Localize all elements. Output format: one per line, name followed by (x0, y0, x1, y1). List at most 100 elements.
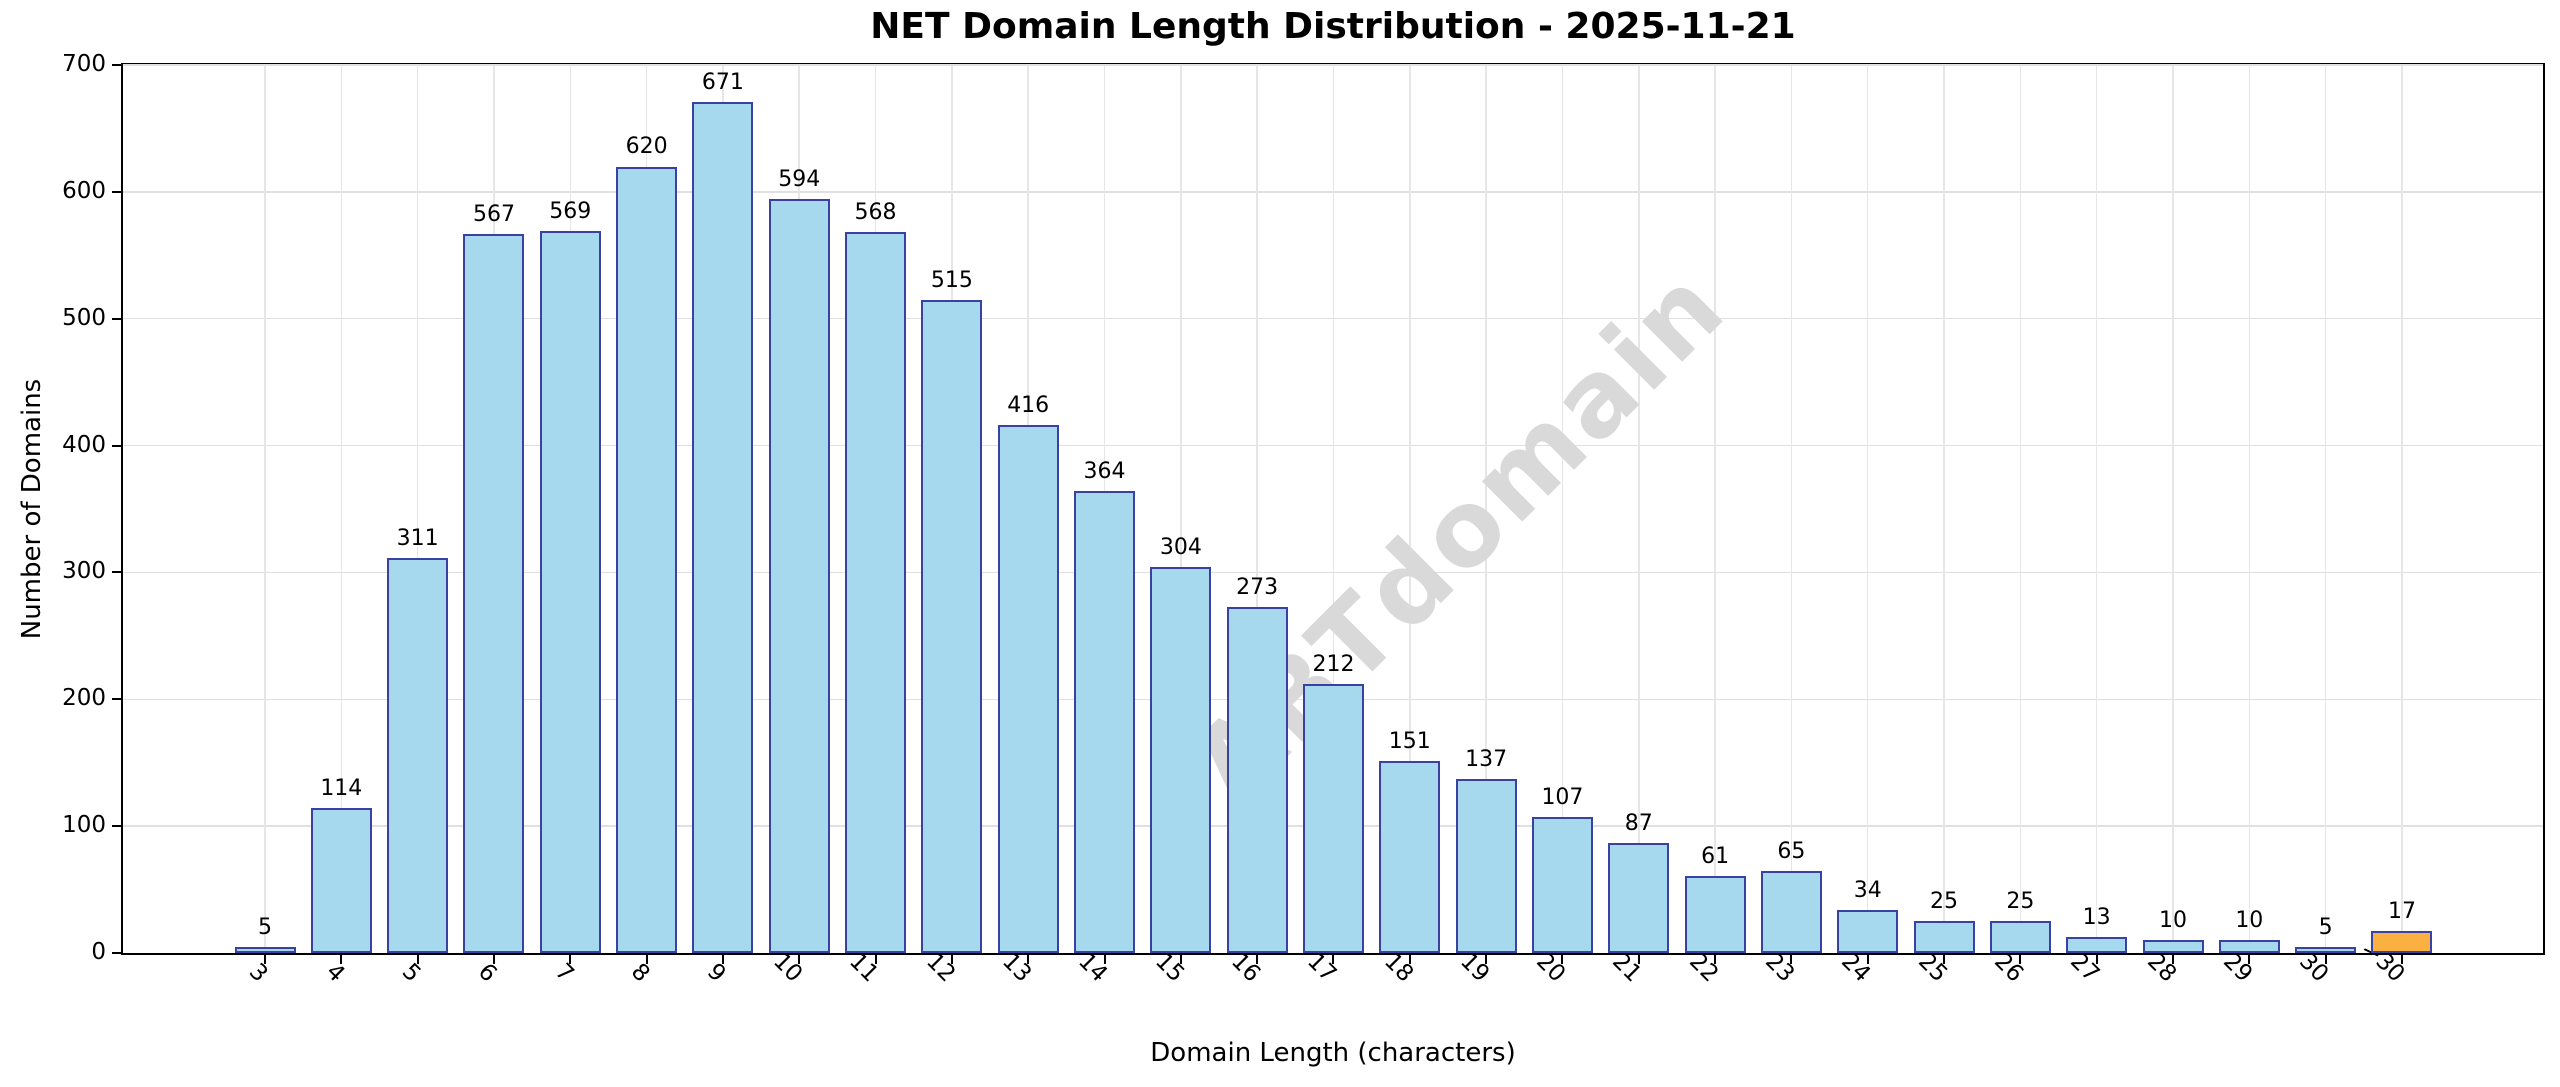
x-tick-label-anchor: 17 (1302, 948, 1341, 995)
gridline-vertical (2401, 65, 2403, 953)
y-tick-mark (112, 64, 121, 66)
x-tick-mark (2019, 955, 2022, 964)
bar-value-label: 114 (320, 776, 363, 802)
bar (1531, 817, 1593, 953)
x-tick-label-anchor: 27 (2066, 948, 2105, 995)
x-tick-label-anchor: 9 (702, 959, 731, 995)
x-tick-mark (1866, 955, 1869, 964)
bar-value-label: 25 (2006, 889, 2035, 915)
bar-value-label: 87 (1624, 810, 1653, 836)
bar-value-label: 273 (1236, 574, 1279, 600)
bar (1150, 567, 1212, 953)
x-tick-label-anchor: 21 (1608, 948, 1647, 995)
bar (1684, 875, 1746, 953)
x-tick-mark (645, 955, 648, 964)
bar-value-label: 364 (1083, 459, 1126, 485)
bar-value-label: 416 (1007, 393, 1050, 419)
x-tick-label-anchor: 30 (2295, 948, 2334, 995)
bar (2371, 931, 2433, 953)
x-tick-label-anchor: 29 (2218, 948, 2257, 995)
y-tick-mark (112, 444, 121, 447)
x-tick-mark (1103, 955, 1106, 964)
bar-value-label: 515 (930, 267, 973, 293)
gridline-vertical (1790, 65, 1793, 953)
x-tick-label-anchor: 19 (1455, 948, 1494, 995)
x-tick-label-anchor: 11 (844, 948, 883, 995)
gridline-vertical (1409, 65, 1411, 953)
x-tick-mark (1943, 955, 1946, 964)
bar-value-label: 212 (1312, 652, 1355, 678)
bar-value-label: 569 (549, 199, 592, 225)
x-tick-mark (492, 955, 495, 964)
x-tick-mark (2095, 955, 2098, 964)
bar (2295, 946, 2357, 953)
bar-value-label: 5 (258, 914, 272, 940)
x-tick-mark (1485, 955, 1488, 964)
y-tick-mark (112, 952, 121, 954)
bar (1989, 921, 2051, 953)
x-tick-mark (1637, 955, 1640, 964)
y-tick-label: 100 (62, 812, 106, 839)
bar (1608, 842, 1670, 953)
x-tick-mark (950, 955, 953, 964)
bar-value-label: 17 (2387, 899, 2416, 925)
y-tick-label: 600 (62, 177, 106, 204)
x-tick-mark (416, 955, 419, 964)
gridline-vertical (2095, 65, 2098, 953)
x-tick-label: 5 (396, 958, 426, 988)
x-tick-mark (2324, 955, 2327, 964)
x-tick-label-anchor: 10 (768, 948, 807, 995)
x-tick-label-anchor: 26 (1989, 948, 2028, 995)
bar (997, 425, 1059, 953)
bar-value-label: 65 (1777, 838, 1806, 864)
x-axis-title: Domain Length (characters) (1150, 1038, 1516, 1068)
x-tick-label: 7 (549, 958, 579, 988)
x-tick-mark (1561, 955, 1564, 964)
gridline-vertical (1485, 65, 1487, 953)
bar-value-label: 594 (778, 167, 821, 193)
chart-title: NET Domain Length Distribution - 2025-11… (870, 6, 1796, 47)
bar (310, 808, 372, 953)
x-tick-label-anchor: 3 (244, 959, 273, 995)
bar-value-label: 567 (472, 201, 515, 227)
x-tick-label-anchor: 23 (1760, 948, 1799, 995)
bar (1837, 909, 1899, 953)
x-tick-mark (1256, 955, 1259, 964)
gridline-vertical (416, 65, 419, 953)
bar (1379, 761, 1441, 953)
x-tick-label-anchor: >30 (2357, 935, 2410, 995)
x-tick-label-anchor: 16 (1226, 948, 1265, 995)
gridline-vertical (264, 65, 266, 953)
x-tick-mark (569, 955, 572, 964)
bar-value-label: 671 (701, 69, 744, 95)
x-tick-label-anchor: 8 (626, 959, 655, 995)
bar (2066, 936, 2128, 953)
bar (616, 166, 678, 953)
y-tick-label: 300 (62, 558, 106, 585)
x-tick-label-anchor: 12 (921, 948, 960, 995)
bar (845, 232, 907, 953)
x-tick-mark (1179, 955, 1182, 964)
bar (463, 233, 525, 953)
bar (1455, 779, 1517, 953)
bar (768, 199, 830, 953)
x-tick-label-anchor: 13 (997, 948, 1036, 995)
gridline-vertical (1256, 65, 1258, 953)
gridline-vertical (1943, 65, 1945, 953)
bar-value-label: 137 (1465, 747, 1508, 773)
x-tick-label-anchor: 6 (473, 959, 502, 995)
gridline-vertical (2324, 65, 2327, 953)
bar-value-label: 61 (1701, 843, 1730, 869)
y-tick-mark (112, 571, 121, 574)
gridline-vertical (1638, 65, 1640, 953)
bar (921, 299, 983, 953)
bar-value-label: 151 (1388, 729, 1431, 755)
bar (692, 101, 754, 953)
y-tick-label: 200 (62, 685, 106, 712)
x-tick-label-anchor: 5 (397, 959, 426, 995)
y-tick-label: 0 (91, 939, 106, 965)
x-tick-label-anchor: 28 (2142, 948, 2181, 995)
bar (1074, 491, 1136, 953)
gridline-vertical (2248, 65, 2251, 953)
y-tick-mark (112, 825, 121, 828)
